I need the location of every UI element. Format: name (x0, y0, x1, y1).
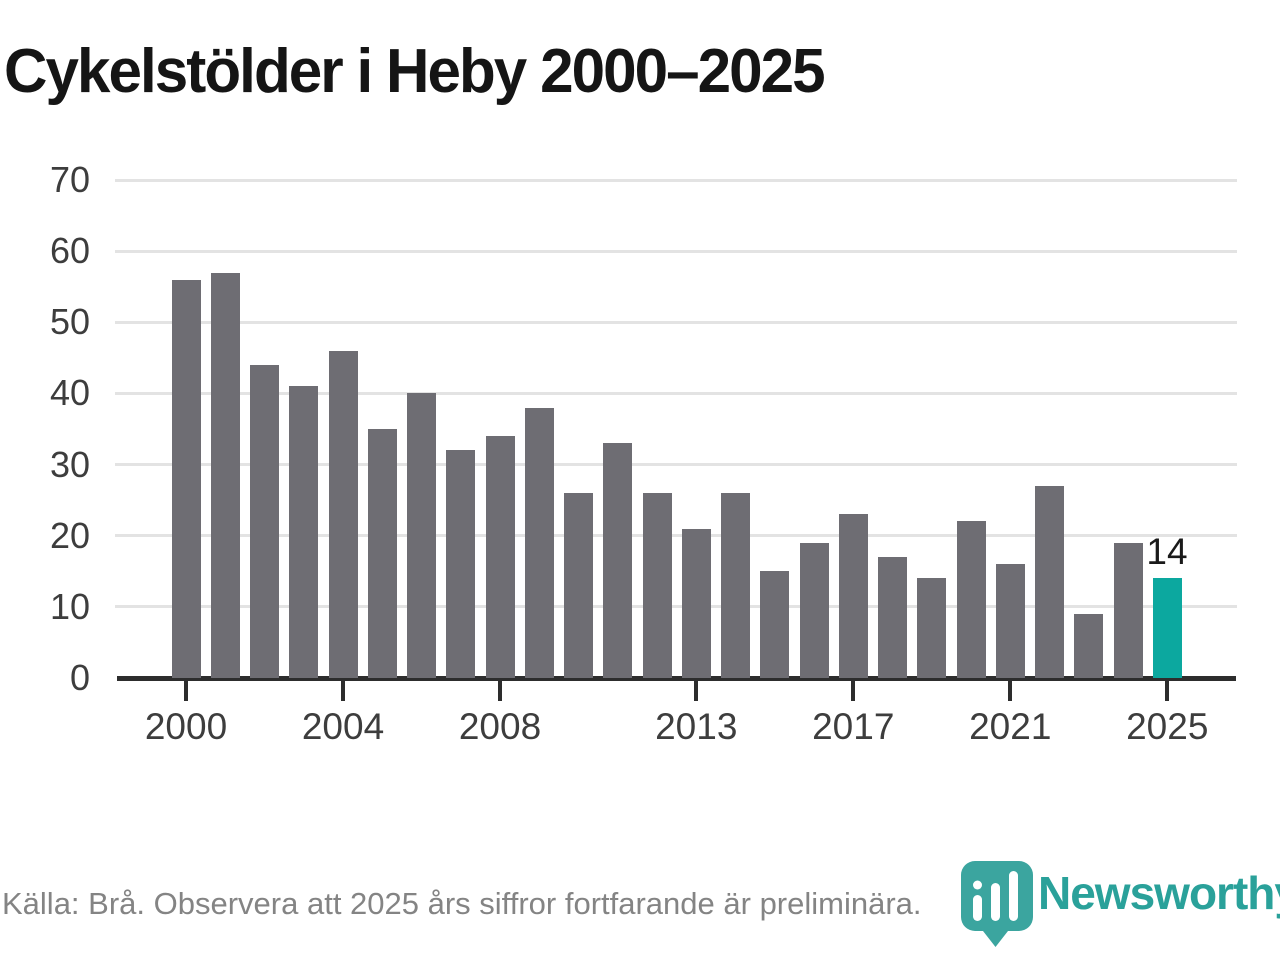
bar-2006 (407, 393, 436, 678)
x-tick-2008 (498, 681, 502, 701)
bar-2007 (446, 450, 476, 678)
bar-2000 (171, 279, 201, 678)
x-axis-label-2008: 2008 (458, 706, 542, 747)
bar-2018 (878, 557, 907, 678)
y-axis-label-0: 0 (69, 657, 90, 698)
y-axis-label-60: 60 (49, 230, 90, 272)
bar-2014 (721, 493, 750, 678)
bar-2004 (328, 350, 358, 678)
bar-2021 (995, 564, 1025, 678)
x-tick-2000 (184, 681, 188, 701)
newsworthy-pin-barchart-icon (961, 861, 1033, 947)
x-axis-label-2017: 2017 (812, 706, 895, 747)
x-axis-label-2004: 2004 (301, 706, 385, 747)
gridline-y-40 (115, 391, 1237, 395)
x-tick-2004 (341, 681, 345, 701)
bar-2008 (485, 436, 515, 678)
x-tick-2017 (851, 681, 856, 701)
highlight-value-label: 14 (1146, 531, 1188, 572)
bar-2020 (956, 521, 986, 678)
newsworthy-wordmark: Newsworthy (1038, 867, 1280, 919)
bar-2016 (799, 542, 829, 678)
gridline-y-20 (115, 534, 1237, 538)
y-axis-label-40: 40 (49, 372, 90, 414)
bar-2011 (603, 443, 633, 678)
bar-2009 (524, 407, 554, 678)
bar-2002 (250, 364, 279, 678)
y-axis-label-70: 70 (49, 159, 90, 201)
x-axis-label-2000: 2000 (144, 706, 228, 747)
x-axis-label-2013: 2013 (655, 706, 738, 747)
gridline-y-10 (115, 605, 1237, 609)
gridline-y-50 (115, 320, 1237, 324)
x-axis-line (117, 676, 1236, 681)
bar-2019 (917, 578, 947, 678)
bar-2005 (367, 429, 397, 678)
bar-2025 (1152, 578, 1182, 678)
y-axis-label-50: 50 (49, 301, 90, 343)
bar-2013 (681, 528, 711, 678)
gridline-y-30 (115, 463, 1237, 467)
x-tick-2013 (694, 681, 699, 701)
bar-2010 (564, 493, 593, 678)
y-axis-label-10: 10 (49, 585, 90, 627)
gridline-y-70 (115, 178, 1237, 182)
bar-2023 (1074, 613, 1104, 678)
x-axis-label-2021: 2021 (969, 706, 1052, 747)
bar-2001 (210, 272, 240, 678)
bar-2015 (760, 571, 790, 678)
bar-2022 (1035, 485, 1064, 678)
chart-title: Cykelstölder i Heby 2000–2025 (4, 37, 826, 106)
bar-2024 (1113, 542, 1143, 678)
y-axis-label-20: 20 (49, 514, 90, 556)
bar-2017 (838, 514, 868, 678)
source-note: Källa: Brå. Observera att 2025 års siffr… (2, 886, 922, 921)
y-axis-label-30: 30 (49, 443, 90, 485)
bar-2003 (289, 386, 319, 678)
x-tick-2025 (1165, 681, 1170, 701)
x-tick-2021 (1008, 681, 1013, 701)
x-axis-label-2025: 2025 (1126, 706, 1209, 747)
gridline-y-60 (115, 249, 1237, 253)
bar-2012 (642, 493, 672, 678)
